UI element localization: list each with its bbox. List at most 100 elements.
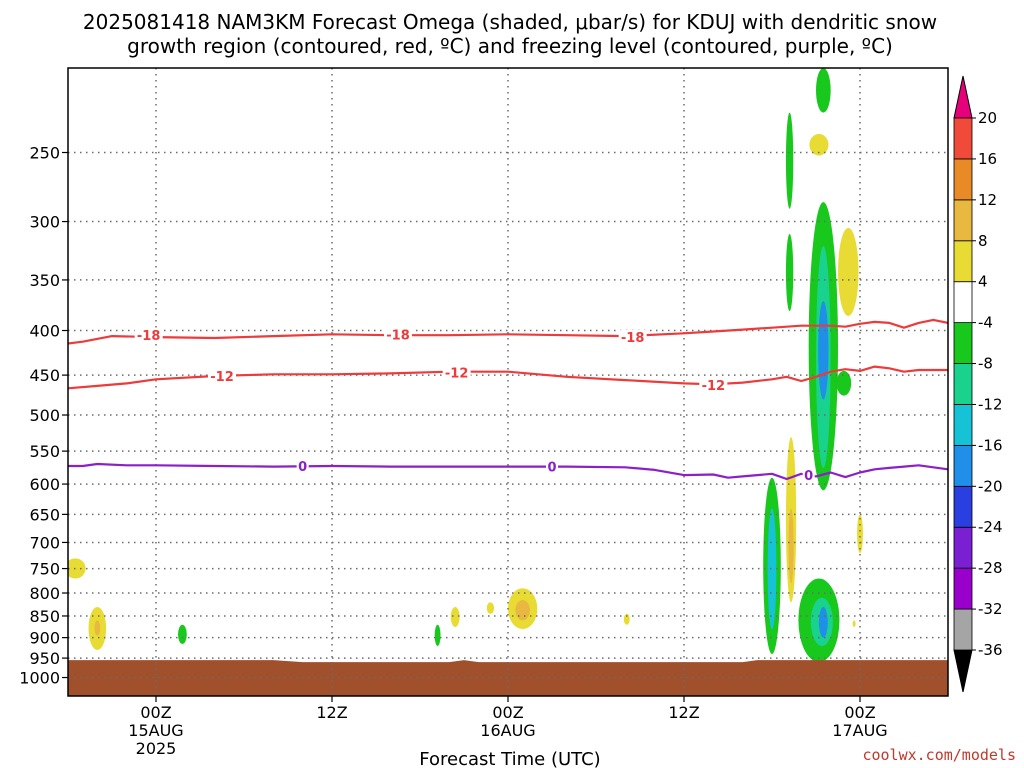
omega-blob-3 xyxy=(178,624,187,644)
x-tick-date-4: 17AUG xyxy=(832,721,887,740)
y-tick-label-850: 850 xyxy=(29,607,60,626)
chart-title-line-1: 2025081418 NAM3KM Forecast Omega (shaded… xyxy=(83,10,937,34)
y-tick-label-700: 700 xyxy=(29,533,60,552)
contour-label-3: -12 xyxy=(210,370,234,385)
colorbar-band-2 xyxy=(953,526,973,569)
x-tick-year-0: 2025 xyxy=(136,739,177,758)
colorbar-label-4: -20 xyxy=(978,477,1003,495)
contour-label-0: -18 xyxy=(137,329,161,344)
y-tick-label-550: 550 xyxy=(29,442,60,461)
colorbar-band-3 xyxy=(953,485,973,528)
y-tick-label-600: 600 xyxy=(29,475,60,494)
omega-blob-6 xyxy=(515,600,531,621)
contour-label-7: 0 xyxy=(547,461,556,476)
colorbar-band-12 xyxy=(953,117,973,160)
colorbar-cap-top xyxy=(953,75,973,119)
omega-blob-4 xyxy=(486,602,495,614)
colorbar-label-9: 4 xyxy=(978,273,988,291)
colorbar-label-0: -36 xyxy=(978,641,1003,659)
contour-label-1: -18 xyxy=(386,328,410,343)
colorbar: -36 -32 -28 -24 -20 -16 -12 -8 -4 4 8 12 16 20 xyxy=(953,75,1003,693)
grid xyxy=(68,68,948,696)
colorbar-label-7: -8 xyxy=(978,355,993,373)
contour-label-5: -12 xyxy=(702,379,726,394)
omega-blob-20 xyxy=(767,508,777,630)
contour-line--12 xyxy=(68,365,948,390)
omega-blob-9 xyxy=(623,613,630,625)
contour-label-bg-2 xyxy=(618,330,647,345)
x-tick-label-4: 00Z xyxy=(844,703,875,722)
y-tick-label-350: 350 xyxy=(29,271,60,290)
x-axis-title: Forecast Time (UTC) xyxy=(419,749,600,768)
omega-blob-18 xyxy=(836,370,852,396)
colorbar-band-10 xyxy=(953,199,973,242)
contour-label-bg-5 xyxy=(699,378,728,393)
colorbar-label-6: -12 xyxy=(978,395,1003,413)
axes: 250 300 350 400 450 500 550 600 650 700 750 800 850 9… xyxy=(19,67,949,758)
contour-label-bg-1 xyxy=(384,327,412,342)
omega-blob-13 xyxy=(785,233,794,312)
colorbar-band-1 xyxy=(953,567,973,610)
y-tick-label-400: 400 xyxy=(29,322,60,341)
colorbar-label-1: -32 xyxy=(978,600,1003,618)
omega-blob-11 xyxy=(816,68,831,113)
colorbar-label-8: -4 xyxy=(978,314,993,332)
y-tick-label-750: 750 xyxy=(29,560,60,579)
colorbar-label-10: 8 xyxy=(978,232,988,250)
omega-blob-17 xyxy=(838,227,859,317)
colorbar-band-11 xyxy=(953,158,973,201)
colorbar-label-12: 16 xyxy=(978,150,997,168)
y-tick-label-450: 450 xyxy=(29,366,60,385)
x-tick-label-0: 00Z xyxy=(140,703,171,722)
contour-label-bg-7 xyxy=(546,459,558,474)
omega-blob-2 xyxy=(94,620,101,636)
contour-line--18 xyxy=(68,318,948,345)
colorbar-band-7 xyxy=(953,322,973,364)
omega-blob-0 xyxy=(68,558,86,579)
chart-title-line-2: growth region (contoured, red, ºC) and f… xyxy=(127,34,893,58)
colorbar-band-6 xyxy=(953,363,973,405)
x-tick-date-0: 15AUG xyxy=(128,721,183,740)
x-tick-label-3: 12Z xyxy=(668,703,699,722)
y-tick-label-1000: 1000 xyxy=(19,669,60,688)
plot-interior: -18 -18 -18 -12 -12 -12 0 0 0 xyxy=(68,68,948,696)
contour-label-2: -18 xyxy=(621,331,645,346)
y-tick-label-900: 900 xyxy=(29,629,60,648)
x-tick-date-2: 16AUG xyxy=(480,721,535,740)
colorbar-cap-bottom xyxy=(953,649,973,693)
colorbar-band-9 xyxy=(953,240,973,283)
y-tick-label-800: 800 xyxy=(29,584,60,603)
y-tick-label-950: 950 xyxy=(29,649,60,668)
y-tick-label-250: 250 xyxy=(29,144,60,163)
omega-blob-16 xyxy=(818,300,829,400)
colorbar-label-11: 12 xyxy=(978,191,997,209)
colorbar-band-8 xyxy=(953,281,973,324)
contour-label-bg-8 xyxy=(802,468,815,483)
omega-blob-22 xyxy=(788,508,794,584)
contour-label-8: 0 xyxy=(804,469,813,484)
surface-ground xyxy=(68,660,948,696)
y-tick-label-650: 650 xyxy=(29,505,60,524)
omega-blob-8 xyxy=(434,624,441,646)
contour-label-bg-3 xyxy=(208,368,236,383)
contour-label-4: -12 xyxy=(445,367,469,382)
omega-blob-26 xyxy=(857,514,863,554)
colorbar-band-0 xyxy=(953,608,973,651)
x-tick-label-1: 12Z xyxy=(316,703,347,722)
colorbar-band-4 xyxy=(953,444,973,487)
colorbar-band-5 xyxy=(953,404,973,446)
contour-label-bg-6 xyxy=(296,458,309,473)
contour-label-bg-0 xyxy=(134,328,163,343)
colorbar-label-2: -28 xyxy=(978,559,1003,577)
y-tick-label-500: 500 xyxy=(29,406,60,425)
credit-link[interactable]: coolwx.com/models xyxy=(862,746,1016,764)
contour-label-6: 0 xyxy=(298,460,307,475)
x-tick-label-2: 00Z xyxy=(492,703,523,722)
colorbar-label-3: -24 xyxy=(978,518,1003,536)
y-tick-label-300: 300 xyxy=(29,213,60,232)
omega-blob-10 xyxy=(785,112,794,209)
omega-blob-7 xyxy=(450,606,460,627)
plot-area: -18 -18 -18 -12 -12 -12 0 0 0 xyxy=(68,68,948,696)
omega-blob-12 xyxy=(809,133,829,156)
